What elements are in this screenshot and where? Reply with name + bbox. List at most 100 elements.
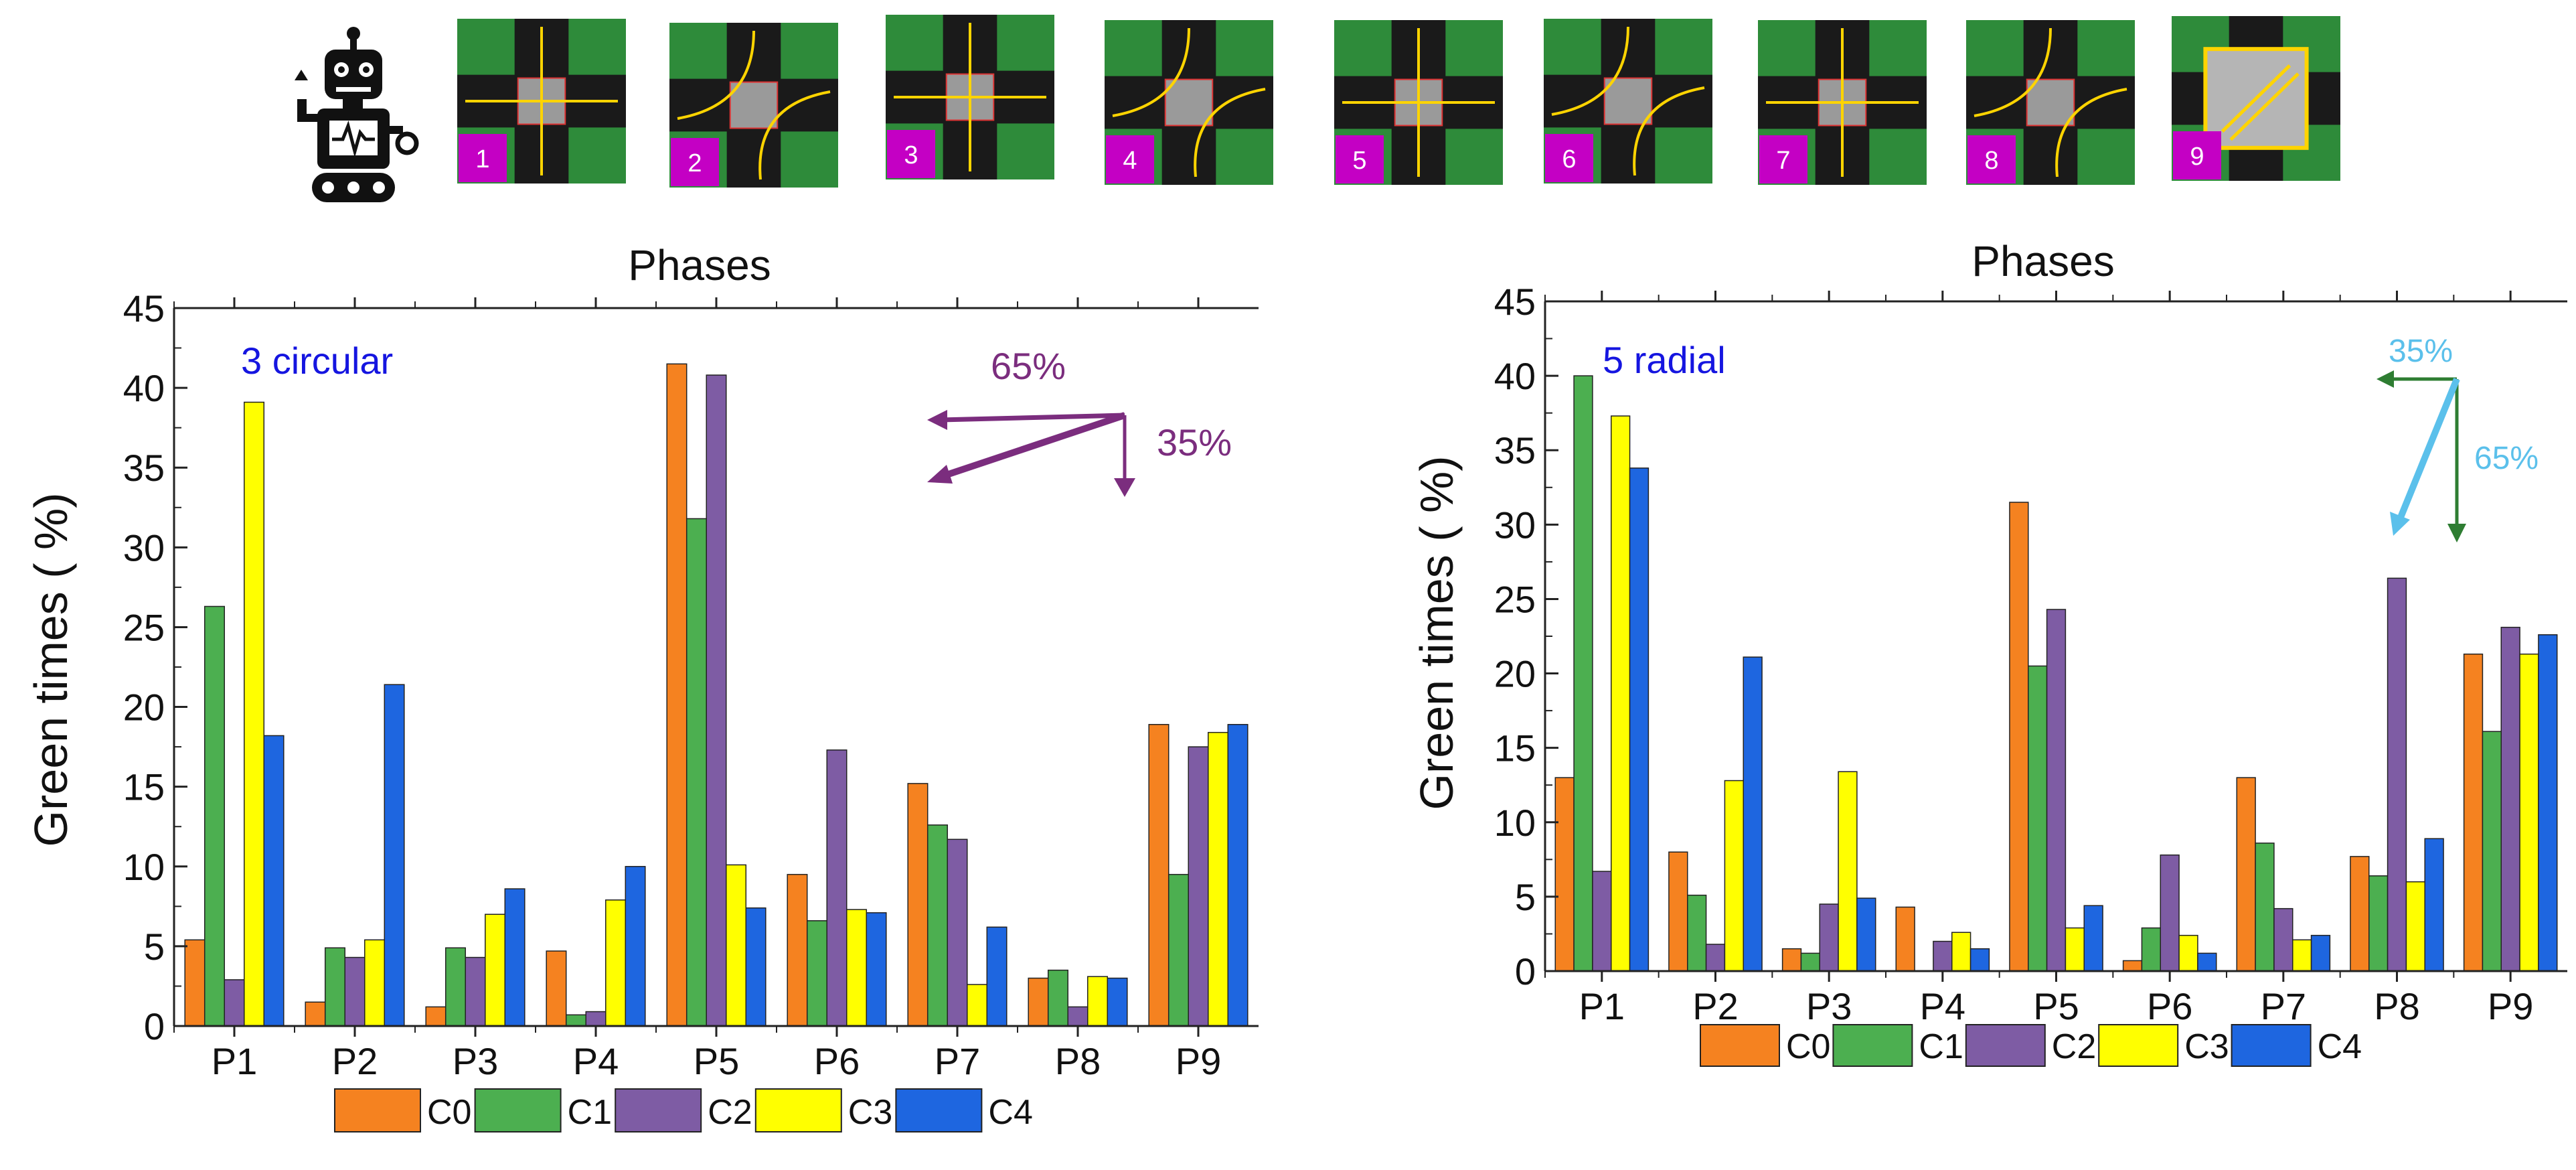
chart-circular: 0 5 10 15 20 25 30 35 40 45 P1 P2 P3 P4 P5 P6 P7 P8 P9 C0 C1… [123, 287, 1259, 1132]
bar-C1-P5 [2028, 665, 2048, 972]
chart-circular-ylabel: Green times ( %) [25, 493, 77, 847]
y-tick-label: 5 [144, 926, 165, 968]
chart-radial-label: 5 radial [1603, 339, 1726, 381]
phase-number-label: 4 [1123, 147, 1137, 175]
bar-C3-P7 [2291, 939, 2312, 972]
y-tick-label: 30 [123, 526, 165, 569]
x-tick-label: P7 [2261, 985, 2307, 1027]
bar-C2-P4 [1933, 940, 1953, 972]
bar-C0-P2 [1668, 851, 1688, 972]
bar-C2-P4 [585, 1011, 607, 1027]
y-tick-label: 45 [123, 287, 165, 330]
legend-swatch-C0 [1700, 1024, 1780, 1067]
bar-C4-P5 [2083, 905, 2103, 972]
legend-swatch-C3 [2098, 1024, 2179, 1067]
bar-C3-P3 [485, 913, 506, 1027]
bar-C1-P8 [1047, 969, 1068, 1027]
y-tick-label: 35 [1494, 429, 1536, 471]
bar-C1-P3 [1800, 952, 1821, 972]
bar-C2-P9 [2500, 626, 2520, 972]
y-tick-label: 15 [1494, 727, 1536, 770]
bar-C0-P6 [2122, 960, 2143, 972]
phase-number-label: 5 [1352, 147, 1366, 175]
bar-C2-P9 [1188, 746, 1209, 1027]
legend-swatch-C4 [2231, 1024, 2312, 1067]
bar-C3-P6 [846, 909, 868, 1027]
x-tick-label: P3 [1806, 985, 1852, 1027]
legend-label-C4: C4 [2318, 1027, 2362, 1066]
x-tick-label: P9 [2488, 985, 2534, 1027]
phase-diagram-icon: 9 [2172, 16, 2340, 181]
legend-swatch-C1 [474, 1088, 562, 1132]
legend-swatch-C2 [615, 1088, 702, 1132]
bar-C4-P7 [2310, 934, 2331, 972]
x-tick-label: P1 [212, 1040, 258, 1082]
legend-label-C4: C4 [988, 1093, 1032, 1132]
bar-C2-P8 [1067, 1006, 1089, 1027]
phase-diagram-icon: 8 [1966, 20, 2135, 185]
bar-C2-P6 [2160, 854, 2180, 972]
y-tick-label: 45 [1494, 281, 1536, 323]
bar-C0-P5 [666, 363, 688, 1027]
bar-C4-P8 [2424, 838, 2444, 972]
y-tick-label: 30 [1494, 504, 1536, 546]
legend-label-C1: C1 [1919, 1027, 1963, 1066]
bar-C3-P1 [244, 401, 265, 1027]
y-tick-label: 0 [144, 1005, 165, 1047]
phase-diagram-icon: 7 [1758, 20, 1927, 185]
y-tick-label: 5 [1515, 876, 1536, 918]
bar-C3-P5 [2065, 927, 2085, 972]
bar-C4-P6 [2197, 952, 2217, 972]
bar-C2-P1 [1592, 871, 1612, 972]
bar-C2-P2 [344, 956, 366, 1027]
bar-C2-P7 [2273, 907, 2293, 972]
legend-label-C0: C0 [427, 1093, 471, 1132]
bar-C3-P2 [1724, 780, 1744, 972]
bar-C1-P9 [1168, 873, 1189, 1027]
y-tick-label: 40 [1494, 355, 1536, 397]
bar-C3-P4 [605, 899, 627, 1027]
bar-C2-P6 [826, 749, 848, 1027]
bar-C2-P5 [2046, 609, 2067, 972]
pct-horizontal-radial: 35% [2389, 334, 2453, 369]
phase-icons-strip: 1 2 3 4 5 6 7 8 9 [457, 15, 2340, 188]
phase-diagram-icon: 6 [1544, 19, 1712, 184]
y-tick-label: 0 [1515, 950, 1536, 993]
chart-radial-ylabel: Green times ( %) [1411, 456, 1463, 810]
x-tick-label: P7 [935, 1040, 981, 1082]
bar-C4-P9 [2538, 634, 2558, 972]
x-tick-label: P8 [2374, 985, 2420, 1027]
phase-diagram-icon: 3 [886, 15, 1054, 179]
bar-C4-P7 [986, 926, 1008, 1027]
direction-arrows-circular [927, 410, 1135, 497]
bar-C0-P9 [1148, 724, 1170, 1027]
pct-vertical-radial: 65% [2474, 441, 2539, 476]
bar-C4-P2 [1743, 656, 1763, 972]
legend-label-C1: C1 [568, 1093, 612, 1132]
chart-radial: 0 5 10 15 20 25 30 35 40 45 P1 P2 P3 P4 P5 P6 P7 P8 P9 C0 C1… [1494, 281, 2567, 1067]
x-tick-label: P2 [332, 1040, 378, 1082]
bar-C3-P5 [726, 864, 747, 1027]
bar-C0-P5 [2009, 502, 2029, 972]
legend-label-C3: C3 [848, 1093, 892, 1132]
phase-diagram-icon: 2 [669, 23, 838, 188]
bar-C1-P3 [445, 947, 466, 1027]
bar-C3-P9 [2519, 653, 2539, 972]
y-tick-label: 25 [1494, 578, 1536, 620]
bar-C4-P4 [1969, 948, 1990, 972]
legend-swatch-C2 [1965, 1024, 2046, 1067]
x-tick-label: P5 [2033, 985, 2079, 1027]
bar-C0-P7 [907, 783, 929, 1027]
bar-C1-P9 [2482, 731, 2502, 972]
bar-C0-P3 [1781, 948, 1802, 972]
bar-C2-P5 [706, 374, 727, 1027]
x-tick-label: P2 [1692, 985, 1739, 1027]
bar-C4-P2 [384, 684, 405, 1027]
bar-C4-P6 [866, 912, 887, 1027]
legend-swatch-C0 [334, 1088, 421, 1132]
bar-C0-P1 [184, 939, 206, 1027]
legend-label-C2: C2 [708, 1093, 752, 1132]
bar-C0-P4 [546, 950, 567, 1027]
phase-diagram-icon: 5 [1334, 20, 1503, 185]
